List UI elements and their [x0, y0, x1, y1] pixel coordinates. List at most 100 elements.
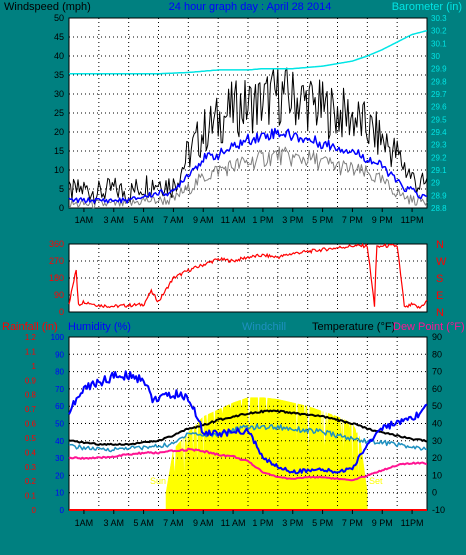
- temperature-tick: 40: [432, 419, 442, 429]
- x-tick-label: 7 AM: [163, 215, 184, 225]
- direction-compass-tick: N: [436, 307, 444, 319]
- x-tick-label: 1 PM: [252, 215, 273, 225]
- x-tick-label: 11PM: [401, 215, 424, 225]
- x-tick-label: 5 PM: [312, 215, 333, 225]
- wind-direction-line: [68, 242, 428, 310]
- humidity-tick: 30: [55, 454, 64, 463]
- barometer-tick: 29.6: [431, 103, 447, 112]
- direction-degree-tick: 360: [49, 239, 64, 249]
- temperature-axis: -10 0 10 20 30 40 50 60 70 80 90: [432, 332, 445, 515]
- wind-gust-line: [68, 67, 428, 205]
- wind-plot-area: [68, 17, 428, 209]
- x-tick-label: 3 PM: [282, 215, 303, 225]
- x-tick-label: 9 AM: [193, 215, 214, 225]
- rainfall-tick: 0.2: [25, 477, 37, 486]
- windspeed-tick: 25: [54, 108, 64, 118]
- humidity-label: Humidity (%): [68, 321, 131, 333]
- windspeed-tick: 50: [54, 13, 64, 23]
- dewpoint-line: [68, 447, 428, 482]
- temperature-tick: 20: [432, 453, 442, 463]
- rainfall-tick: 0.9: [25, 376, 37, 385]
- direction-degree-tick: 90: [54, 290, 64, 300]
- barometer-tick: 29.3: [431, 141, 447, 150]
- rainfall-tick: 0.1: [25, 492, 37, 501]
- direction-compass-tick: E: [436, 290, 443, 302]
- windspeed-tick: 35: [54, 70, 64, 80]
- barometer-tick: 29.1: [431, 166, 447, 175]
- wind-left-axis: 0 5 10 15 20 25 30 35 40 45 50: [54, 13, 64, 213]
- wind-series: [68, 29, 428, 209]
- temperature-tick: 50: [432, 401, 442, 411]
- rainfall-tick: 1: [32, 362, 37, 371]
- temperature-x-axis: 1AM 3 AM 5 AM 7 AM 9 AM 11 AM 1 PM 3 PM 5 PM 7 PM…: [75, 510, 424, 528]
- windspeed-tick: 10: [54, 165, 64, 175]
- x-tick-label: 3 AM: [103, 518, 124, 528]
- x-tick-label: 7 PM: [342, 215, 363, 225]
- rainfall-axis: 0 0.1 0.2 0.3 0.4 0.5 0.6 0.7 0.8 0.9 1 1.1 1.2: [25, 333, 37, 515]
- temperature-tick: 70: [432, 367, 442, 377]
- temperature-tick: 0: [432, 488, 437, 498]
- direction-compass-tick: S: [436, 273, 443, 285]
- humidity-axis: 0 10 20 30 40 50 60 70 80 90 100: [51, 333, 65, 515]
- x-tick-label: 9 AM: [193, 518, 214, 528]
- rainfall-label: Rainfall (in): [2, 321, 58, 333]
- windspeed-tick: 0: [59, 203, 64, 213]
- chart-title: 24 hour graph day : April 28 2014: [169, 1, 332, 13]
- x-tick-label: 11PM: [401, 518, 424, 528]
- barometer-tick: 30.3: [431, 14, 447, 23]
- barometer-line: [69, 29, 428, 75]
- rainfall-tick: 1.2: [25, 333, 37, 342]
- x-tick-label: 5 AM: [133, 518, 154, 528]
- direction-degree-tick: 0: [59, 307, 64, 317]
- x-tick-label: 9 PM: [372, 518, 393, 528]
- humidity-tick: 20: [55, 471, 64, 480]
- windspeed-tick: 5: [59, 184, 64, 194]
- dewpoint-label: Dew Point (°F): [393, 321, 465, 333]
- windchill-line: [68, 423, 428, 453]
- direction-compass-tick: N: [436, 239, 444, 251]
- barometer-tick: 28.8: [431, 204, 447, 213]
- temperature-series: [68, 370, 428, 511]
- windspeed-tick: 15: [54, 146, 64, 156]
- temperature-tick: 90: [432, 332, 442, 342]
- rainfall-tick: 0.7: [25, 405, 37, 414]
- rainfall-tick: 1.1: [25, 347, 37, 356]
- humidity-tick: 100: [51, 333, 65, 342]
- temperature-line: [68, 409, 428, 446]
- wind-x-axis: 1AM 3 AM 5 AM 7 AM 9 AM 11 AM 1 PM 3 PM 5 PM 7 PM…: [75, 208, 424, 225]
- barometer-tick: 29.7: [431, 90, 447, 99]
- humidity-tick: 40: [55, 437, 64, 446]
- barometer-tick: 30.1: [431, 39, 447, 48]
- x-tick-label: 5 PM: [312, 518, 333, 528]
- sunset-label: Set: [369, 476, 383, 486]
- windchill-label: Windchill: [242, 321, 286, 333]
- direction-compass-tick: W: [436, 256, 447, 268]
- temperature-grid: [69, 337, 427, 510]
- humidity-tick: 0: [60, 506, 65, 515]
- temperature-tick: 80: [432, 349, 442, 359]
- rainfall-tick: 0.5: [25, 434, 37, 443]
- direction-series: [68, 242, 428, 310]
- rainfall-tick: 0.8: [25, 391, 37, 400]
- rainfall-tick: 0: [32, 506, 37, 515]
- barometer-right-axis: 28.8 28.9 29 29.1 29.2 29.3 29.4 29.5 29.6 29.7 29…: [431, 14, 447, 213]
- sunrise-label: Sun: [150, 476, 166, 486]
- direction-left-axis: 0 90 180 270 360: [49, 239, 64, 317]
- temperature-tick: -10: [432, 505, 445, 515]
- rainfall-tick: 0.3: [25, 463, 37, 472]
- x-tick-label: 11 AM: [221, 215, 246, 225]
- temperature-tick: 10: [432, 470, 442, 480]
- direction-degree-tick: 180: [49, 273, 64, 283]
- x-tick-label: 1 PM: [252, 518, 273, 528]
- x-tick-label: 7 PM: [342, 518, 363, 528]
- wind-average-line: [68, 127, 428, 204]
- windspeed-tick: 30: [54, 89, 64, 99]
- barometer-tick: 30.2: [431, 27, 447, 36]
- barometer-label: Barometer (in): [392, 1, 462, 13]
- humidity-tick: 70: [55, 385, 64, 394]
- humidity-tick: 50: [55, 420, 64, 429]
- windspeed-tick: 20: [54, 127, 64, 137]
- barometer-tick: 29.9: [431, 65, 447, 74]
